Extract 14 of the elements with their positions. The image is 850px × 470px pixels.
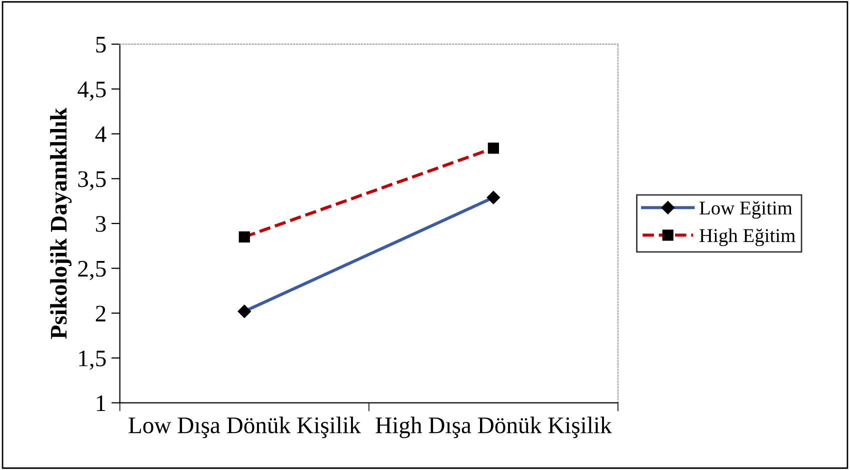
- legend-label: Low Eğitim: [700, 201, 792, 219]
- y-tick-label: 4: [95, 126, 106, 142]
- x-tick-label: Low Dışa Dönük Kişilik: [128, 416, 361, 438]
- y-tick-label: 3,5: [78, 171, 106, 190]
- y-tick-label: 1: [96, 395, 106, 411]
- y-tick-label: 4,5: [78, 82, 106, 101]
- x-tick-label: High Dışa Dönük Kişilik: [376, 416, 612, 438]
- y-tick-label: 1,5: [79, 350, 106, 370]
- legend-label: High Eğitim: [700, 228, 796, 246]
- y-axis-title: Psikolojik Dayanıklılık: [50, 108, 72, 339]
- y-tick-label: 5: [96, 36, 106, 53]
- y-tick-label: 2: [96, 306, 106, 322]
- y-tick-label: 3: [96, 216, 106, 232]
- y-tick-label: 2,5: [78, 260, 106, 280]
